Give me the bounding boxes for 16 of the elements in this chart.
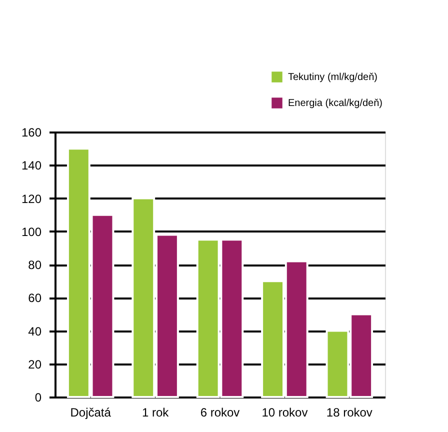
legend-label: Energia (kcal/kg/deň) xyxy=(288,98,382,109)
y-tick-label: 120 xyxy=(21,192,42,206)
x-tick-label: 6 rokov xyxy=(200,406,240,420)
y-tick-label: 80 xyxy=(28,258,42,272)
y-tick-label: 0 xyxy=(34,390,42,404)
x-tick-label: 18 rokov xyxy=(326,406,372,420)
y-tick-label: 100 xyxy=(21,224,42,239)
y-tick-label: 140 xyxy=(21,158,42,173)
y-tick-label: 40 xyxy=(28,324,42,338)
y-tick-label: 20 xyxy=(28,357,42,372)
y-tick-label: 60 xyxy=(28,291,42,306)
legend-label: Tekutiny (ml/kg/deň) xyxy=(288,72,378,83)
y-tick-label: 160 xyxy=(21,126,42,140)
x-tick-label: Dojčatá xyxy=(70,406,112,420)
x-tick-label: 10 rokov xyxy=(262,406,308,420)
x-tick-label: 1 rok xyxy=(142,406,170,420)
